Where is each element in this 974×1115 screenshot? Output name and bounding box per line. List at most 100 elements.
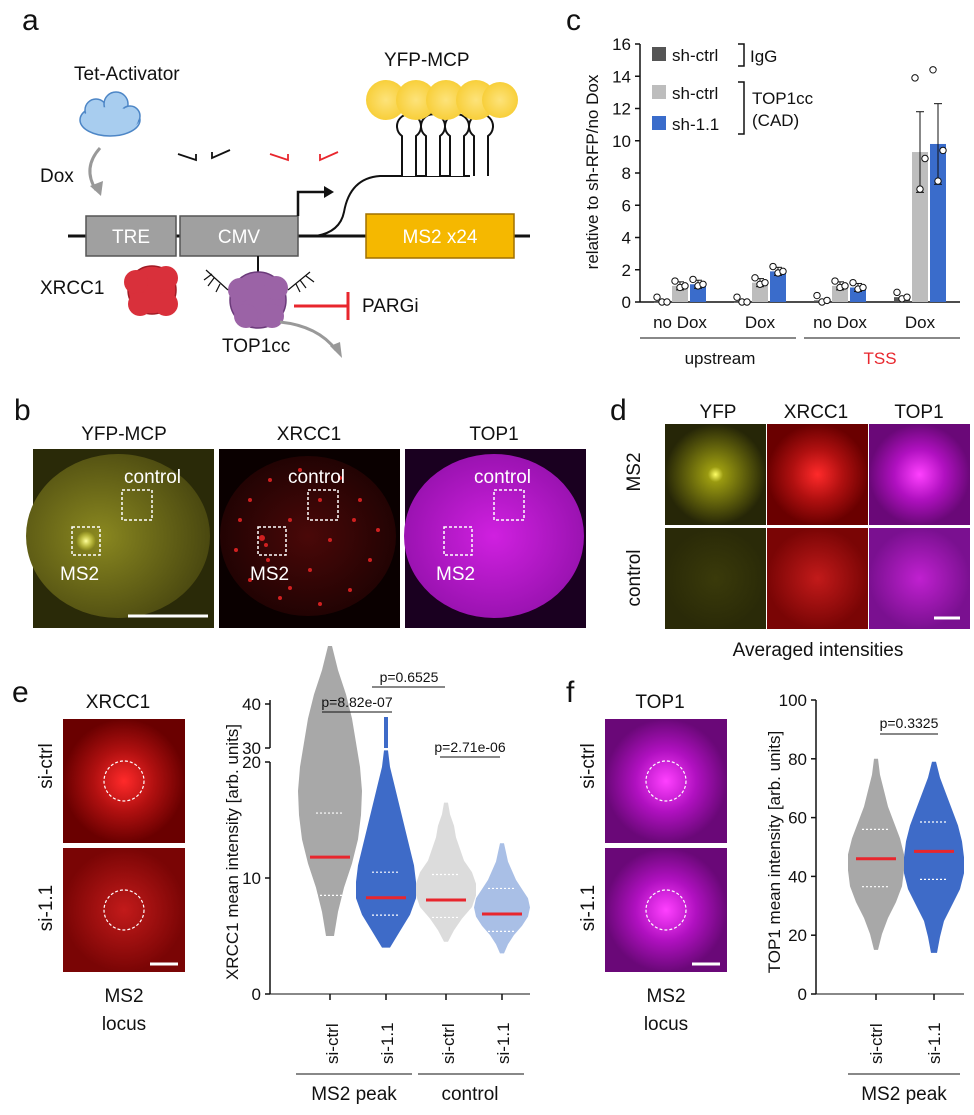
legend-group-cad: (CAD)	[752, 111, 799, 130]
tss-arrow-icon	[296, 190, 326, 216]
xtick-e-3: si-ctrl	[439, 1023, 458, 1064]
y-tick-label: 0	[622, 293, 631, 312]
data-point	[769, 262, 777, 271]
y-tick-label: 14	[612, 67, 631, 86]
tre-box	[85, 215, 177, 257]
data-point	[761, 278, 769, 287]
bar	[770, 271, 786, 302]
y-tick-label: 8	[622, 164, 631, 183]
panel-a: a Tet-Activator Dox TRE CMV MS2 x24 YFP-…	[22, 4, 530, 358]
panel-b-title-top1: TOP1	[469, 424, 518, 445]
data-point	[893, 288, 901, 297]
panel-f-row-sictrl: si-ctrl	[578, 743, 599, 788]
panel-c-ylabel: relative to sh-RFP/no Dox	[583, 74, 602, 269]
primer-arrows-red	[269, 151, 339, 162]
data-point	[849, 278, 857, 287]
data-point	[859, 283, 867, 292]
legend-swatch-shctrl	[652, 85, 666, 99]
y-tick-label: 60	[788, 809, 807, 828]
panel-e-letter: e	[12, 676, 29, 709]
data-point	[743, 298, 751, 306]
data-point	[929, 66, 937, 74]
micrograph-xrcc1-sictrl	[63, 719, 185, 843]
panel-b-control-label-2: control	[288, 467, 345, 488]
cmv-box	[179, 215, 299, 257]
panel-d-title-yfp: YFP	[700, 402, 737, 423]
panel-e-group-1: MS2 peak	[311, 1084, 397, 1105]
group-label: no Dox	[813, 313, 867, 332]
y-tick-label: 4	[622, 229, 631, 248]
legend-label-2: sh-ctrl	[672, 84, 718, 103]
tet-activator-cloud-icon	[79, 91, 141, 137]
data-point	[699, 280, 707, 288]
y-tick-label: 0	[252, 985, 261, 1004]
panel-e-row-si11: si-1.1	[36, 885, 57, 931]
tre-label: TRE	[112, 227, 150, 248]
bar	[912, 152, 928, 302]
violin	[474, 843, 530, 954]
panel-b-control-label-3: control	[474, 467, 531, 488]
group-label: no Dox	[653, 313, 707, 332]
data-point	[903, 293, 911, 301]
rna-transcript	[315, 175, 470, 237]
avg-xrcc1-ms2	[767, 424, 868, 525]
xtick-e-1: si-ctrl	[323, 1023, 342, 1064]
primer-arrows-black	[177, 149, 231, 162]
panel-f-letter: f	[566, 676, 575, 709]
xtick-e-2: si-1.1	[378, 1022, 397, 1064]
data-point	[671, 277, 679, 285]
panel-f-locus-2: locus	[644, 1014, 688, 1035]
micrograph-xrcc1-si11	[63, 848, 185, 972]
violin	[416, 802, 476, 942]
panel-e-ylabel: XRCC1 mean intensity [arb. units]	[223, 724, 242, 980]
data-point	[779, 267, 787, 276]
y-tick-label: 30	[242, 739, 261, 758]
y-tick-label: 0	[798, 985, 807, 1004]
top1cc-icon	[228, 271, 288, 329]
data-point	[841, 282, 849, 290]
y-tick-label: 80	[788, 750, 807, 769]
y-tick-label: 40	[788, 867, 807, 886]
data-point	[831, 277, 839, 285]
panel-c-axes: 0 2 4 6 8 10 12 14 16 no Dox Dox no Dox Dox upstream T…	[612, 35, 960, 368]
y-tick-label: 6	[622, 196, 631, 215]
panel-d: d YFP XRCC1 TOP1 MS2 control Averaged in…	[610, 394, 970, 661]
data-point	[733, 293, 741, 301]
pval-f: p=0.3325	[880, 715, 939, 731]
y-tick-label: 12	[612, 100, 631, 119]
panel-f-locus-1: MS2	[646, 986, 685, 1007]
group-label: Dox	[745, 313, 776, 332]
pval-e-2: p=0.6525	[380, 669, 439, 685]
legend-swatch-sh11	[652, 116, 666, 130]
data-point	[939, 146, 947, 155]
y-tick-label: 40	[242, 695, 261, 714]
violin	[848, 758, 904, 950]
panel-b: b YFP-MCP XRCC1 TOP1 control MS2 control…	[14, 394, 586, 628]
panel-f: f TOP1 si-ctrl si-1.1 MS2 locus TOP1 mea…	[566, 676, 964, 1105]
panel-d-row-control: control	[624, 549, 645, 606]
y-tick-label: 2	[622, 261, 631, 280]
y-tick-label: 10	[242, 869, 261, 888]
pargi-inhibitor-icon	[294, 292, 350, 320]
panel-b-title-xrcc1: XRCC1	[277, 424, 341, 445]
data-point	[681, 282, 689, 290]
ms2-box	[365, 213, 515, 259]
data-point	[689, 275, 697, 284]
bar	[930, 143, 946, 302]
panel-f-axes: 0 20 40 60 80 100	[779, 691, 964, 1004]
panel-f-title: TOP1	[635, 692, 684, 713]
bar	[752, 282, 768, 302]
micrograph-top1-sictrl	[605, 719, 727, 843]
panel-e-row-sictrl: si-ctrl	[36, 743, 57, 788]
ms2-stem-loops	[396, 113, 494, 176]
panel-c-legend: sh-ctrl sh-ctrl sh-1.1 IgG TOP1cc (CAD)	[652, 43, 814, 135]
panel-e-locus-2: locus	[102, 1014, 146, 1035]
legend-label-1: sh-ctrl	[672, 46, 718, 65]
panel-a-letter: a	[22, 4, 39, 37]
tet-activator-label: Tet-Activator	[74, 64, 180, 85]
micrograph-yfp	[26, 449, 214, 628]
y-tick-label: 16	[612, 35, 631, 54]
xrcc1-icon	[124, 265, 178, 316]
avg-yfp-ms2	[665, 424, 766, 525]
